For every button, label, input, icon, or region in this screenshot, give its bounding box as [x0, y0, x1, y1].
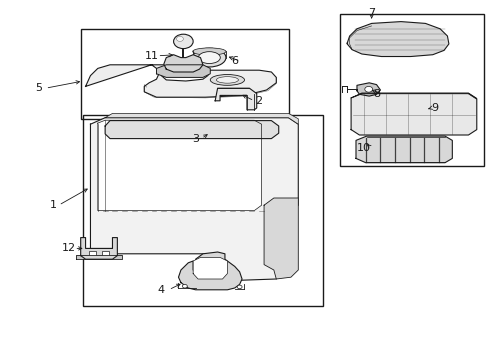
Polygon shape [98, 120, 261, 211]
Polygon shape [346, 22, 448, 57]
Text: 8: 8 [372, 89, 379, 99]
Polygon shape [264, 198, 298, 279]
Polygon shape [356, 83, 380, 96]
Bar [102, 251, 108, 255]
Polygon shape [163, 55, 203, 72]
Bar [83, 115, 322, 306]
Polygon shape [156, 65, 210, 77]
Text: 6: 6 [231, 56, 238, 66]
Polygon shape [193, 257, 227, 279]
Polygon shape [350, 94, 476, 135]
Bar [89, 251, 96, 255]
Circle shape [237, 285, 242, 289]
Text: 9: 9 [431, 103, 438, 113]
Polygon shape [355, 136, 451, 163]
Ellipse shape [216, 77, 238, 83]
Circle shape [182, 284, 187, 288]
Text: 10: 10 [357, 143, 370, 153]
Ellipse shape [192, 48, 225, 67]
Circle shape [176, 36, 183, 41]
Polygon shape [85, 65, 276, 97]
Polygon shape [90, 118, 298, 281]
Text: 4: 4 [158, 285, 164, 295]
Text: 1: 1 [50, 200, 57, 210]
Text: 2: 2 [255, 96, 262, 106]
Bar [81, 29, 288, 119]
Ellipse shape [210, 75, 244, 85]
Text: 12: 12 [61, 243, 75, 253]
Text: 7: 7 [367, 8, 374, 18]
Circle shape [364, 86, 372, 92]
Polygon shape [105, 121, 278, 139]
Ellipse shape [198, 52, 220, 63]
Polygon shape [105, 113, 298, 124]
Polygon shape [178, 252, 242, 290]
Text: 3: 3 [192, 134, 199, 144]
Circle shape [173, 34, 193, 49]
Bar [339, 14, 483, 166]
Polygon shape [215, 88, 256, 110]
Text: 11: 11 [144, 51, 158, 61]
Polygon shape [350, 93, 476, 99]
Polygon shape [76, 255, 122, 259]
Text: 5: 5 [36, 83, 42, 93]
Polygon shape [81, 238, 117, 259]
Ellipse shape [192, 48, 225, 55]
